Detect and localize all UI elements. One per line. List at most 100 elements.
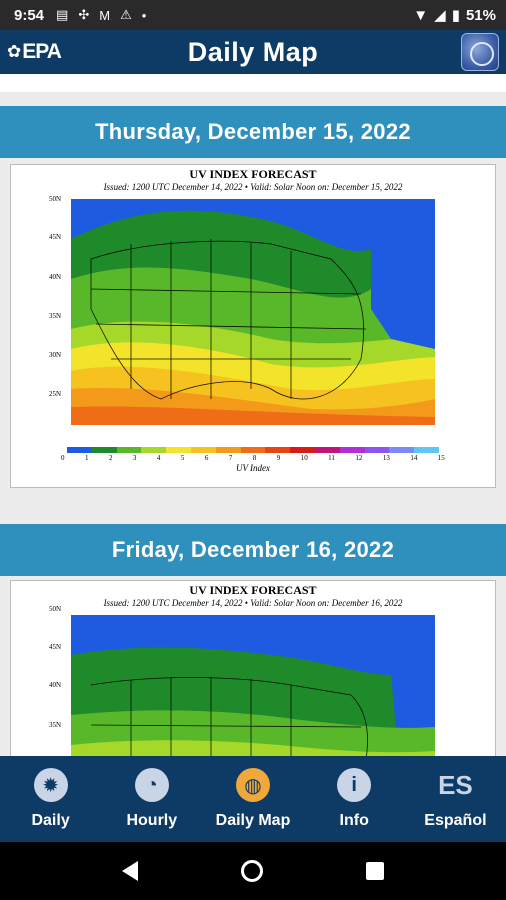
nav-espanol[interactable]: ES Español bbox=[405, 756, 506, 842]
map-subtitle: Issued: 1200 UTC December 14, 2022 • Val… bbox=[103, 182, 403, 192]
uv-map-graphic bbox=[71, 199, 435, 425]
nav-daily[interactable]: ✹ Daily bbox=[0, 756, 101, 842]
dot-icon: • bbox=[141, 7, 147, 23]
recent-apps-icon[interactable] bbox=[366, 862, 385, 880]
lon-label: 75W bbox=[410, 427, 425, 435]
lon-label: 80W bbox=[376, 427, 390, 435]
uv-scale-swatch bbox=[166, 447, 191, 453]
signal-icon: ◢ bbox=[434, 7, 446, 24]
uv-scale-number: 12 bbox=[355, 454, 363, 462]
lon-label: 105W bbox=[195, 427, 213, 435]
uv-scale-label: UV Index bbox=[235, 463, 271, 473]
uv-scale-swatch bbox=[265, 447, 291, 453]
uv-scale-number: 6 bbox=[204, 454, 209, 462]
uv-map-graphic bbox=[71, 615, 435, 756]
lon-label: 110W bbox=[157, 427, 175, 435]
uv-scale-number: 2 bbox=[108, 454, 113, 462]
uv-scale-number: 5 bbox=[180, 454, 185, 462]
uv-scale-number: 14 bbox=[410, 454, 418, 462]
epa-logo-text: EPA bbox=[22, 40, 62, 63]
uv-scale-swatch bbox=[240, 447, 266, 453]
system-navigation bbox=[0, 842, 506, 900]
lat-label: 35N bbox=[49, 312, 62, 320]
main-content[interactable]: Thursday, December 15, 2022 UV INDEX FOR… bbox=[0, 74, 506, 756]
top-strip bbox=[0, 74, 506, 92]
uv-scale-number: 15 bbox=[437, 454, 445, 462]
uv-scale-number: 11 bbox=[328, 454, 335, 462]
uv-scale-number: 0 bbox=[61, 454, 65, 462]
map-title: UV INDEX FORECAST bbox=[189, 583, 317, 597]
notification-icons: ▤ ✣ M ⚠ • bbox=[56, 7, 146, 23]
uv-scale-swatch bbox=[314, 447, 340, 453]
uv-scale-swatch bbox=[290, 447, 315, 453]
es-language-icon: ES bbox=[438, 769, 473, 800]
battery-percent: 51% bbox=[465, 6, 496, 24]
uv-map-card[interactable]: UV INDEX FORECAST Issued: 1200 UTC Decem… bbox=[10, 164, 496, 488]
lat-label: 40N bbox=[49, 273, 62, 281]
nav-daily-map[interactable]: ◍ Daily Map bbox=[202, 756, 303, 842]
warning-icon: ⚠ bbox=[120, 7, 132, 22]
uv-scale-swatch bbox=[389, 447, 415, 453]
lat-label: 45N bbox=[49, 643, 62, 651]
uv-scale-swatch bbox=[190, 447, 216, 453]
lon-label: 85W bbox=[341, 427, 355, 435]
sun-icon: ✹ bbox=[33, 768, 68, 802]
nav-hourly[interactable]: ◔ Hourly bbox=[101, 756, 202, 842]
lat-label: 35N bbox=[49, 721, 62, 729]
globe-icon: ◍ bbox=[236, 768, 270, 802]
uv-scale-swatch bbox=[141, 447, 167, 453]
mail-icon: M bbox=[99, 7, 111, 23]
epa-flower-icon: ✿ bbox=[7, 42, 21, 61]
page-title: Daily Map bbox=[187, 36, 319, 67]
lon-label: 100W bbox=[233, 427, 251, 435]
lat-label: 25N bbox=[49, 390, 62, 398]
bottom-nav: ✹ Daily ◔ Hourly ◍ Daily Map i Info ES E… bbox=[0, 756, 506, 842]
fan-icon: ✣ bbox=[78, 7, 90, 22]
uv-forecast-map bbox=[71, 615, 435, 756]
nav-label: Daily bbox=[31, 812, 70, 829]
nav-label: Español bbox=[424, 812, 487, 829]
day-header: Thursday, December 15, 2022 bbox=[0, 106, 506, 158]
clock-icon: ◔ bbox=[134, 768, 169, 802]
back-icon[interactable] bbox=[121, 861, 138, 881]
uv-scale-number: 10 bbox=[300, 454, 308, 462]
map-subtitle: Issued: 1200 UTC December 14, 2022 • Val… bbox=[103, 598, 403, 608]
uv-globe-icon[interactable] bbox=[461, 33, 499, 71]
uv-scale-swatch bbox=[67, 447, 92, 453]
uv-scale-number: 3 bbox=[132, 454, 137, 462]
epa-logo[interactable]: ✿ EPA bbox=[7, 40, 62, 64]
home-icon[interactable] bbox=[240, 860, 263, 882]
uv-scale-numbers: 0 1 2 3 4 5 6 7 8 9 10 11 12 13 14 15 bbox=[61, 454, 445, 462]
day-header: Friday, December 16, 2022 bbox=[0, 524, 506, 576]
battery-icon: ▮ bbox=[451, 7, 460, 24]
uv-scale-swatch bbox=[339, 447, 365, 453]
nav-label: Info bbox=[339, 812, 369, 829]
uv-scale-swatch bbox=[364, 447, 390, 453]
lon-labels: 120W 115W 110W 105W 100W 95W 90W 85W 80W… bbox=[71, 427, 435, 435]
lon-label: 120W bbox=[81, 427, 99, 435]
document-icon: ▤ bbox=[56, 7, 69, 22]
wifi-icon: ▼ bbox=[413, 6, 429, 24]
uv-scale-number: 1 bbox=[84, 454, 89, 462]
lat-label: 45N bbox=[49, 233, 62, 241]
lon-label: 115W bbox=[119, 427, 137, 435]
lon-label: 90W bbox=[306, 427, 321, 435]
status-right: ▼ ◢ ▮ 51% bbox=[413, 6, 496, 25]
lat-label: 50N bbox=[49, 605, 62, 613]
uv-forecast-map bbox=[71, 199, 435, 425]
uv-scale-number: 7 bbox=[228, 454, 233, 462]
uv-scale-swatch bbox=[116, 447, 142, 453]
info-icon: i bbox=[337, 768, 372, 802]
lat-label: 40N bbox=[49, 681, 62, 689]
uv-scale-number: 13 bbox=[382, 454, 390, 462]
status-bar: 9:54 ▤ ✣ M ⚠ • ▼ ◢ ▮ 51% bbox=[0, 0, 506, 30]
uv-scale-number: 4 bbox=[156, 454, 161, 462]
app-bar: ✿ EPA Daily Map bbox=[0, 30, 506, 74]
uv-scale-swatch bbox=[414, 447, 439, 453]
lat-label: 30N bbox=[49, 351, 62, 359]
nav-info[interactable]: i Info bbox=[304, 756, 405, 842]
uv-map-card[interactable]: UV INDEX FORECAST Issued: 1200 UTC Decem… bbox=[10, 580, 496, 756]
lon-label: 95W bbox=[271, 427, 286, 435]
uv-scale-swatch bbox=[91, 447, 117, 453]
map-title: UV INDEX FORECAST bbox=[189, 167, 317, 181]
